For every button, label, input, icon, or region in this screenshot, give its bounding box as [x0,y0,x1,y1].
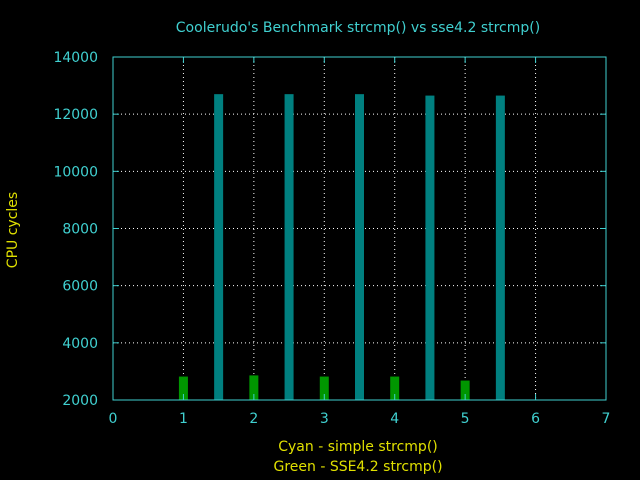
y-tick-label: 14000 [53,50,98,66]
y-tick-label: 8000 [62,222,98,238]
y-tick-label: 4000 [62,336,98,352]
bar-series-1 [214,94,224,401]
bar-series-0 [390,376,400,400]
x-axis-label-line-1: Cyan - simple strcmp() [278,439,438,455]
bar-series-1 [495,95,505,401]
bar-series-0 [178,376,188,400]
bar-series-1 [284,94,294,401]
y-tick-label: 6000 [62,279,98,295]
x-tick-label: 7 [602,411,611,427]
bar-series-1 [425,95,435,401]
bar-series-0 [249,375,259,400]
y-axis-label: CPU cycles [5,192,21,268]
y-tick-label: 10000 [53,164,98,180]
bar-series-0 [460,380,470,400]
x-tick-label: 0 [109,411,118,427]
bars-layer [178,94,505,401]
x-tick-label: 6 [531,411,540,427]
x-axis-label-line-2: Green - SSE4.2 strcmp() [273,459,442,475]
x-tick-label: 4 [390,411,399,427]
x-tick-label: 1 [179,411,188,427]
y-tick-label: 2000 [62,393,98,409]
chart-title: Coolerudo's Benchmark strcmp() vs sse4.2… [176,20,540,36]
x-tick-label: 3 [320,411,329,427]
y-tick-label: 12000 [53,107,98,123]
x-tick-label: 2 [249,411,258,427]
bar-series-1 [355,94,364,401]
ticks-layer: 0 1 2 3 4 5 6 7 2000 4000 6000 8000 10000 12000 14000 [53,50,610,427]
bar-series-0 [319,376,329,400]
x-tick-label: 5 [461,411,470,427]
